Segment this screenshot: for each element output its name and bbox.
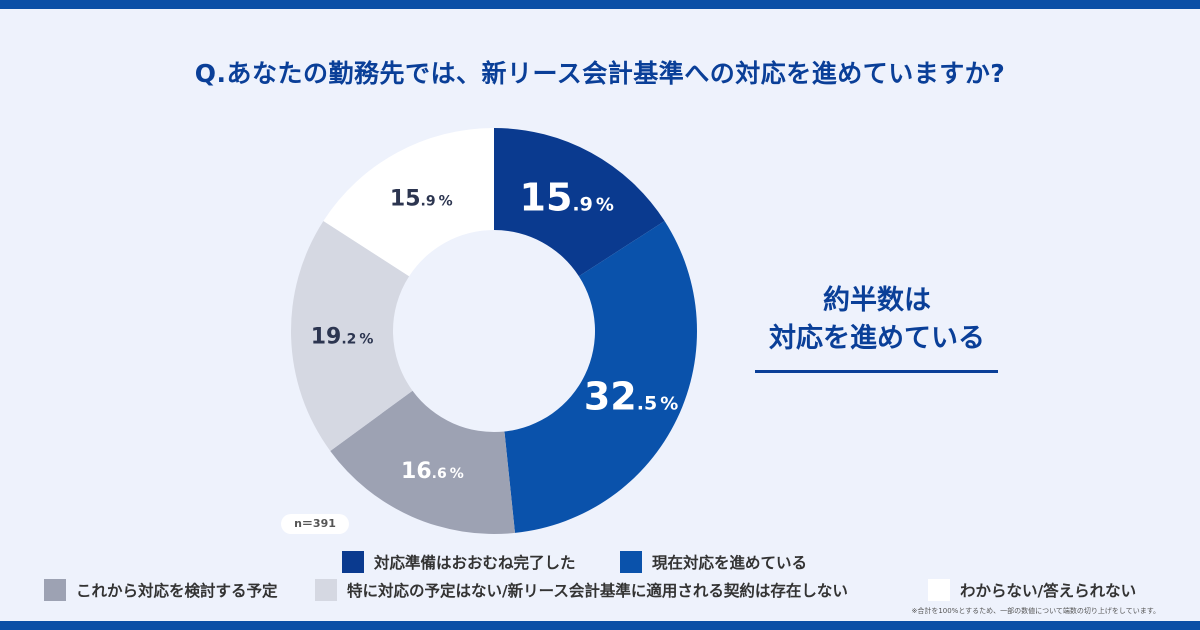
- legend-swatch: [620, 551, 642, 573]
- donut-slice: [330, 390, 515, 535]
- legend-item: 現在対応を進めている: [620, 551, 807, 573]
- callout-text: 約半数は 対応を進めている: [752, 282, 1002, 358]
- donut-slice: [494, 128, 665, 277]
- chart-title: Q.あなたの勤務先では、新リース会計基準への対応を進めていますか?: [194, 59, 1006, 88]
- legend-item: 特に対応の予定はない/新リース会計基準に適用される契約は存在しない: [315, 579, 848, 601]
- callout-underline: [755, 370, 998, 373]
- donut-slice: [291, 220, 413, 451]
- legend-label: わからない/答えられない: [960, 582, 1137, 600]
- legend-label: 現在対応を進めている: [652, 554, 808, 572]
- legend-item: わからない/答えられない: [928, 579, 1136, 601]
- legend-label: 対応準備はおおむね完了した: [374, 554, 576, 572]
- callout-line1: 約半数は: [823, 285, 931, 316]
- donut-slice: [323, 128, 494, 277]
- sample-size-badge: n＝391: [281, 514, 349, 534]
- donut-slice: [504, 220, 697, 533]
- legend-swatch: [44, 579, 66, 601]
- slice-value-label: 32.5%: [584, 375, 678, 419]
- callout-line2: 対応を進めている: [769, 323, 985, 354]
- legend-swatch: [315, 579, 337, 601]
- slice-value-label: 15.9%: [390, 187, 453, 212]
- slice-value-label: 19.2%: [311, 325, 374, 350]
- legend-label: これから対応を検討する予定: [76, 582, 278, 600]
- top-accent-bar: [0, 0, 1200, 9]
- legend-item: 対応準備はおおむね完了した: [342, 551, 576, 573]
- footnote: ※合計を100%とするため、一部の数値について端数の切り上げをしています。: [911, 607, 1160, 615]
- bottom-accent-bar: [0, 621, 1200, 630]
- slice-value-label: 16.6%: [401, 459, 464, 484]
- legend-label: 特に対応の予定はない/新リース会計基準に適用される契約は存在しない: [347, 582, 848, 600]
- legend-swatch: [928, 579, 950, 601]
- legend-item: これから対応を検討する予定: [44, 579, 278, 601]
- legend-swatch: [342, 551, 364, 573]
- slice-value-label: 15.9%: [520, 176, 614, 220]
